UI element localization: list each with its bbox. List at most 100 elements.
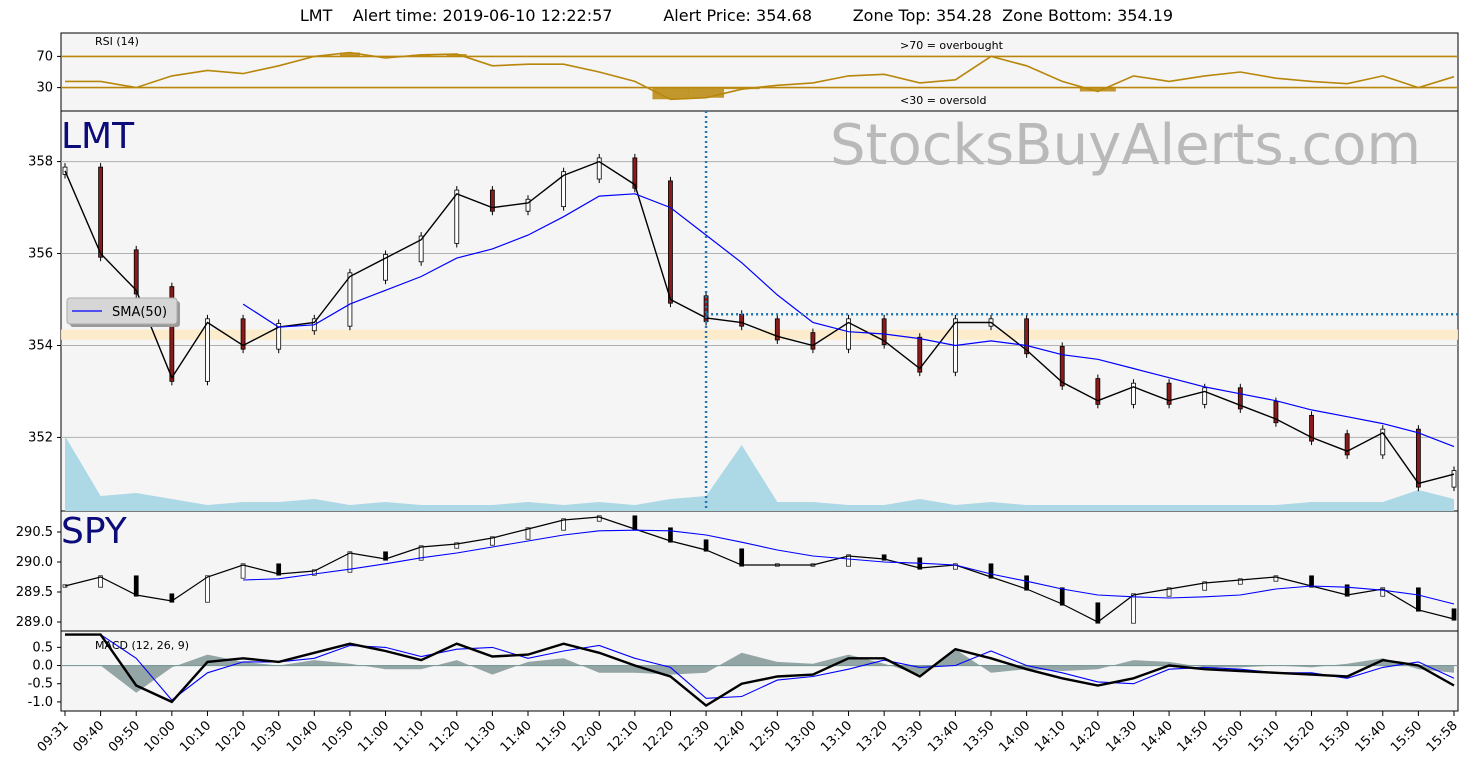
x-tick-label: 11:50 bbox=[533, 718, 570, 755]
spy-candle bbox=[988, 563, 994, 579]
price-candle bbox=[205, 318, 210, 382]
price-candle bbox=[62, 166, 68, 175]
price-ticker-label: LMT bbox=[61, 116, 135, 157]
x-tick-label: 10:40 bbox=[284, 718, 321, 755]
spy-candle bbox=[703, 539, 709, 552]
spy-candle bbox=[311, 569, 317, 576]
sma-legend-label: SMA(50) bbox=[112, 305, 167, 320]
x-tick-label: 15:50 bbox=[1388, 718, 1425, 755]
spy-candle bbox=[383, 551, 388, 561]
price-candle bbox=[1344, 433, 1350, 456]
x-tick-label: 10:30 bbox=[248, 718, 285, 755]
spy-candle bbox=[1131, 593, 1136, 624]
rsi-line bbox=[65, 51, 1455, 101]
macd-label: MACD (12, 26, 9) bbox=[95, 639, 189, 652]
spy-candle bbox=[1309, 575, 1314, 588]
spy-candle bbox=[846, 554, 851, 567]
spy-sma-line bbox=[243, 529, 1455, 605]
spy-candle bbox=[133, 575, 139, 597]
price-candle bbox=[454, 189, 460, 244]
oversold-annotation: <30 = oversold bbox=[900, 94, 986, 107]
x-tick-label: 09:40 bbox=[70, 718, 107, 755]
macd-histogram bbox=[65, 649, 1454, 693]
spy-ytick-label: 289.0 bbox=[16, 615, 53, 630]
price-candle bbox=[276, 323, 282, 350]
spy-candle bbox=[276, 563, 282, 576]
macd-ytick-label: -1.0 bbox=[28, 695, 53, 710]
x-tick-label: 13:20 bbox=[854, 718, 891, 755]
zone-band bbox=[61, 329, 1458, 340]
price-candle bbox=[1166, 382, 1172, 405]
spy-ytick-label: 289.5 bbox=[16, 585, 53, 600]
price-ytick-label: 356 bbox=[28, 247, 53, 262]
spy-panel bbox=[60, 510, 1459, 632]
spy-candle bbox=[98, 575, 103, 588]
x-tick-label: 14:50 bbox=[1174, 718, 1211, 755]
spy-candle bbox=[418, 545, 424, 561]
x-tick-label: 10:50 bbox=[320, 718, 357, 755]
spy-candle bbox=[1024, 575, 1029, 591]
price-candle bbox=[1273, 401, 1279, 424]
chart-title: LMT Alert time: 2019-06-10 12:22:57 Aler… bbox=[0, 6, 1473, 25]
x-tick-label: 14:30 bbox=[1103, 718, 1140, 755]
price-close-line bbox=[64, 160, 1455, 485]
x-tick-label: 15:40 bbox=[1352, 718, 1389, 755]
title-ticker: LMT bbox=[299, 6, 333, 25]
x-tick-label: 12:10 bbox=[605, 718, 642, 755]
price-candle bbox=[1202, 387, 1208, 405]
price-candle bbox=[846, 318, 851, 350]
spy-candle bbox=[739, 548, 745, 567]
spy-candle bbox=[596, 515, 602, 522]
x-tick-label: 09:50 bbox=[106, 718, 143, 755]
price-candle bbox=[489, 189, 495, 212]
price-candle bbox=[1380, 428, 1386, 456]
x-tick-label: 15:58 bbox=[1424, 718, 1461, 755]
price-candle bbox=[917, 336, 923, 373]
x-tick-label: 14:20 bbox=[1068, 718, 1105, 755]
x-tick-label: 11:10 bbox=[391, 718, 428, 755]
spy-candle bbox=[1380, 587, 1386, 597]
price-candle bbox=[1059, 346, 1065, 387]
x-tick-label: 11:30 bbox=[462, 718, 499, 755]
price-candle bbox=[1024, 318, 1030, 355]
spy-candle bbox=[240, 563, 246, 579]
rsi-ytick-label: 70 bbox=[36, 49, 53, 64]
price-candle bbox=[810, 332, 816, 350]
spy-candle bbox=[1237, 578, 1243, 585]
macd-ytick-label: -0.5 bbox=[28, 677, 53, 692]
spy-candle bbox=[525, 527, 531, 540]
spy-close-line bbox=[64, 516, 1455, 623]
spy-candle bbox=[490, 536, 495, 546]
x-tick-label: 11:40 bbox=[498, 718, 535, 755]
spy-candle bbox=[1095, 602, 1101, 624]
price-candle bbox=[240, 318, 246, 350]
price-candle bbox=[774, 318, 780, 341]
spy-candle bbox=[668, 527, 673, 543]
x-tick-label: 14:00 bbox=[996, 718, 1033, 755]
x-tick-label: 11:20 bbox=[426, 718, 463, 755]
price-candle bbox=[169, 286, 175, 382]
price-candle bbox=[1415, 428, 1421, 488]
price-candle bbox=[561, 171, 567, 208]
spy-candle bbox=[953, 563, 958, 570]
x-tick-label: 13:50 bbox=[961, 718, 998, 755]
rsi-oversold-fill bbox=[1079, 87, 1116, 92]
price-candle bbox=[1451, 470, 1457, 488]
rsi-oversold-fill bbox=[652, 87, 689, 100]
x-tick-label: 15:10 bbox=[1246, 718, 1283, 755]
price-candle bbox=[596, 157, 602, 180]
price-ytick-label: 354 bbox=[28, 338, 53, 353]
x-tick-label: 14:40 bbox=[1139, 718, 1176, 755]
spy-candle bbox=[1202, 581, 1208, 591]
spy-candle bbox=[454, 542, 460, 549]
x-tick-label: 12:50 bbox=[747, 718, 784, 755]
price-panel bbox=[60, 110, 1459, 512]
x-tick-label: 13:10 bbox=[818, 718, 855, 755]
rsi-label: RSI (14) bbox=[95, 35, 139, 48]
spy-candle bbox=[1059, 587, 1065, 606]
spy-candle bbox=[1416, 587, 1421, 612]
price-candle bbox=[1237, 387, 1243, 410]
sma-legend: SMA(50) bbox=[66, 297, 180, 327]
price-candle bbox=[347, 272, 353, 327]
